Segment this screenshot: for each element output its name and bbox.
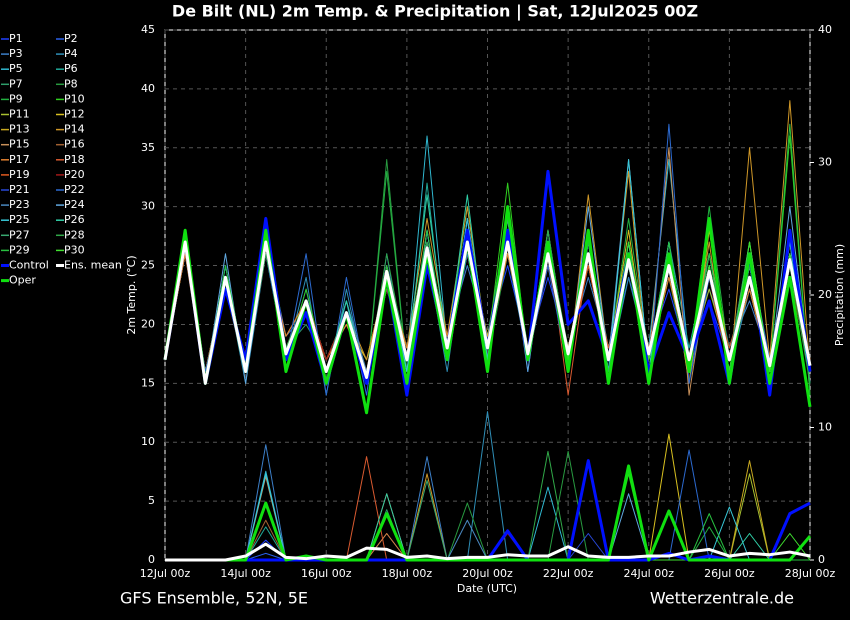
legend-label: P30 (64, 243, 85, 256)
legend-label: P3 (9, 47, 23, 60)
y2-tick-label: 20 (818, 288, 832, 301)
y-tick-label: 25 (141, 259, 155, 272)
legend-label: P15 (9, 138, 30, 151)
legend-label: P8 (64, 77, 78, 90)
y-tick-label: 20 (141, 317, 155, 330)
legend-label: P25 (9, 213, 30, 226)
y-tick-label: 10 (141, 435, 155, 448)
temp-line (163, 240, 812, 385)
legend-label: Control (9, 259, 49, 272)
y2-tick-label: 0 (818, 553, 825, 566)
legend-label: P20 (64, 168, 85, 181)
x-axis-label: Date (UTC) (457, 582, 517, 595)
legend-label: P7 (9, 77, 23, 90)
legend-label: P24 (64, 198, 85, 211)
precip-line (165, 464, 812, 562)
legend-label: P5 (9, 62, 23, 75)
y2-tick-label: 40 (818, 23, 832, 36)
legend-label: P23 (9, 198, 30, 211)
footer-right: Wetterzentrale.de (650, 589, 794, 608)
y-tick-label: 5 (148, 494, 155, 507)
x-tick-label: 18Jul 00z (382, 567, 433, 580)
y2-tick-label: 30 (818, 156, 832, 169)
legend-label: Oper (9, 274, 36, 287)
legend-label: P13 (9, 123, 30, 136)
x-tick-label: 24Jul 00z (623, 567, 674, 580)
x-tick-label: 26Jul 00z (704, 567, 755, 580)
chart-title: De Bilt (NL) 2m Temp. & Precipitation | … (172, 2, 698, 22)
x-tick-label: 14Jul 00z (220, 567, 271, 580)
footer-left: GFS Ensemble, 52N, 5E (120, 589, 308, 608)
legend-label: P27 (9, 228, 30, 241)
x-tick-label: 22Jul 00z (543, 567, 594, 580)
y-tick-label: 30 (141, 200, 155, 213)
legend-label: P1 (9, 32, 23, 45)
legend-label: P2 (64, 32, 78, 45)
x-tick-label: 16Jul 00z (301, 567, 352, 580)
legend-label: P21 (9, 183, 30, 196)
y-tick-label: 40 (141, 82, 155, 95)
legend-label: P18 (64, 153, 85, 166)
legend-label: P19 (9, 168, 30, 181)
legend-label: P4 (64, 47, 78, 60)
y-tick-label: 35 (141, 141, 155, 154)
x-tick-label: 20Jul 00z (462, 567, 513, 580)
y-axis-label: 2m Temp. (°C) (125, 255, 138, 334)
y-tick-label: 15 (141, 376, 155, 389)
legend-label: P22 (64, 183, 85, 196)
legend-label: Ens. mean (64, 259, 122, 272)
legend-label: P11 (9, 108, 30, 121)
y2-axis-label: Precipitation (mm) (833, 244, 846, 346)
x-tick-label: 28Jul 00z (785, 567, 836, 580)
y2-tick-label: 10 (818, 421, 832, 434)
legend-label: P12 (64, 108, 85, 121)
legend-label: P14 (64, 123, 85, 136)
legend-label: P10 (64, 92, 85, 105)
legend-label: P9 (9, 92, 23, 105)
legend-label: P26 (64, 213, 85, 226)
legend-label: P6 (64, 62, 78, 75)
legend-label: P28 (64, 228, 85, 241)
y-tick-label: 45 (141, 23, 155, 36)
legend-label: P17 (9, 153, 30, 166)
precip-line (165, 542, 811, 562)
y-tick-label: 0 (148, 553, 155, 566)
legend-label: P16 (64, 138, 85, 151)
legend-label: P29 (9, 243, 30, 256)
x-tick-label: 12Jul 00z (140, 567, 191, 580)
